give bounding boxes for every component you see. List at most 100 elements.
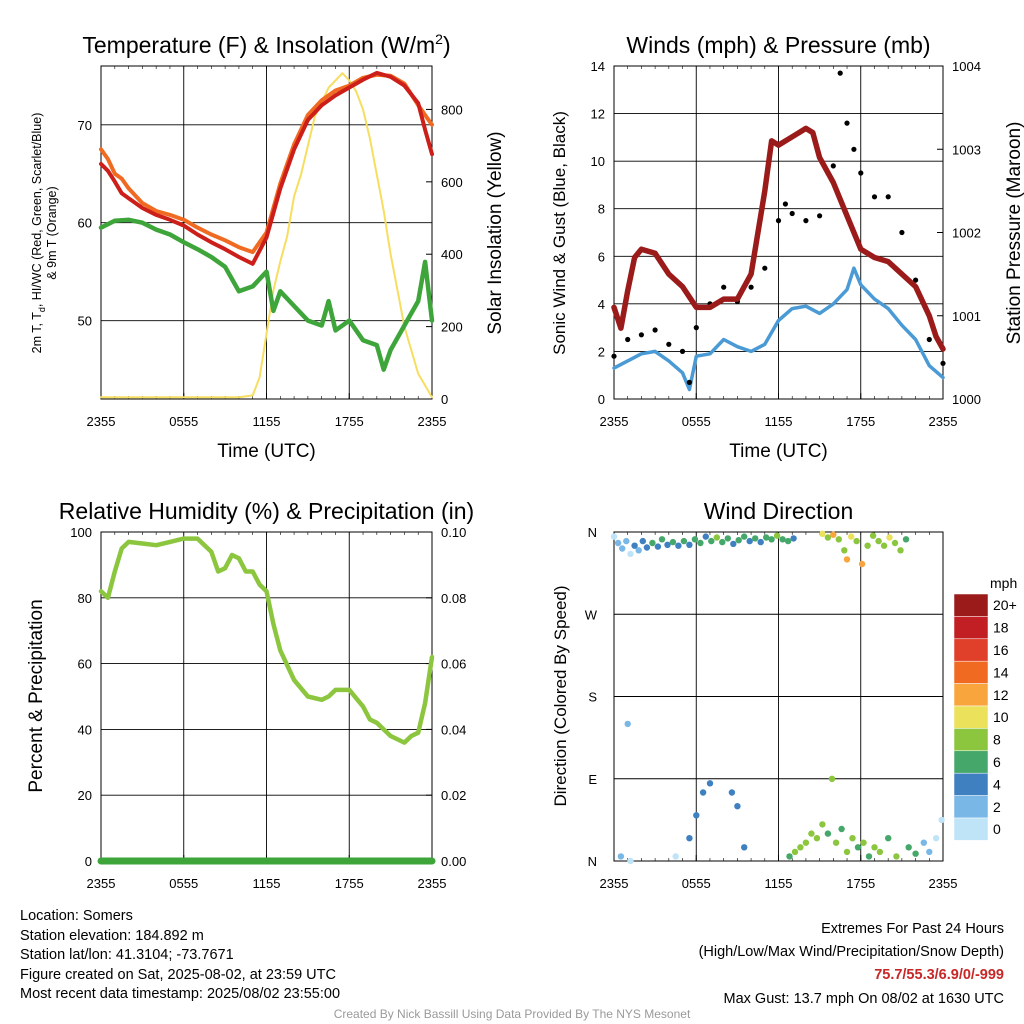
direction-point: [773, 532, 781, 539]
gust-point: [686, 379, 693, 385]
y2-tick-label: 0.04: [441, 722, 466, 737]
y2-tick-label: 0.08: [441, 591, 466, 606]
sonic-wind-line: [612, 266, 945, 392]
direction-point: [627, 550, 634, 558]
x-tick-label: 1755: [335, 876, 364, 891]
y2-tick-label: 0.00: [441, 854, 466, 869]
y-axis-label-line2: & 9m T (Orange): [45, 186, 59, 279]
y-tick-label: 4: [598, 297, 605, 312]
direction-point: [912, 850, 919, 857]
chart-title: Winds (mph) & Pressure (mb): [626, 32, 930, 58]
y2-tick-label: 0.06: [441, 657, 466, 672]
gust-point: [858, 170, 864, 176]
created-text: Figure created on Sat, 2025-08-02, at 23…: [20, 966, 336, 983]
y-tick-label: 0: [598, 392, 605, 407]
colorbar-label: 4: [993, 776, 1001, 792]
extremes-subtitle: (High/Low/Max Wind/Precipitation/Snow De…: [698, 944, 1004, 961]
y-tick-label: 14: [591, 59, 605, 74]
direction-point: [623, 537, 630, 545]
x-tick-label: 1755: [846, 876, 875, 891]
direction-point: [702, 533, 709, 540]
x-tick-label: 2355: [418, 876, 447, 891]
x-tick-label: 0555: [682, 414, 711, 429]
direction-point: [858, 560, 866, 568]
direction-point: [786, 853, 793, 860]
y-tick-label: N: [588, 854, 597, 869]
direction-point: [848, 533, 855, 540]
direction-point: [838, 825, 845, 833]
colorbar-swatch: [953, 705, 989, 729]
colorbar-label: 16: [993, 642, 1009, 658]
direction-point: [706, 780, 714, 787]
direction-point: [669, 538, 677, 546]
direction-point: [619, 545, 626, 552]
y-tick-label: S: [588, 690, 597, 705]
chart-title: Relative Humidity (%) & Precipitation (i…: [59, 498, 474, 524]
gust-point: [885, 194, 891, 200]
x-tick-label: 2355: [600, 876, 629, 891]
direction-point: [797, 844, 804, 851]
chart-title: Temperature (F) & Insolation (W/m2): [82, 31, 450, 58]
x-axis-label: Time (UTC): [217, 441, 316, 462]
y2-axis-label: Station Pressure (Maroon): [1004, 122, 1024, 345]
direction-point: [614, 539, 622, 547]
x-tick-label: 0555: [169, 414, 198, 429]
gust-point: [830, 163, 836, 169]
gust-point: [837, 70, 843, 76]
direction-point: [876, 848, 884, 856]
colorbar-label: 0: [993, 821, 1001, 837]
x-tick-label: 2355: [929, 876, 958, 891]
y-tick-label: 12: [591, 107, 605, 122]
colorbar-unit: mph: [990, 575, 1017, 591]
direction-point: [741, 844, 748, 851]
x-tick-label: 1755: [846, 414, 875, 429]
y-tick-label: 2: [598, 344, 605, 359]
temperature-insolation-chart: 2355 0555 1155 1755 2355 50 60 70 0 200 400 600 800 T…: [30, 31, 506, 462]
direction-point: [828, 775, 836, 782]
gust-point: [789, 210, 795, 217]
direction-point: [790, 535, 797, 542]
direction-point: [932, 835, 940, 842]
direction-point: [832, 839, 840, 846]
direction-point: [658, 536, 666, 543]
y2-tick-label: 1003: [952, 142, 981, 157]
direction-point: [843, 848, 851, 856]
gust-point: [679, 348, 686, 354]
elevation-text: Station elevation: 184.892 m: [20, 927, 204, 944]
insolation-line: [100, 72, 433, 399]
humidity-line: [98, 536, 435, 745]
direction-point: [627, 857, 634, 865]
y-tick-label: 6: [598, 249, 605, 264]
y-tick-label: 10: [591, 154, 605, 169]
credit-text: Created By Nick Bassill Using Data Provi…: [333, 1007, 691, 1021]
gust-point: [817, 213, 823, 219]
gust-point: [782, 201, 789, 207]
direction-point: [897, 547, 904, 554]
gust-point: [913, 277, 919, 283]
direction-point: [643, 544, 651, 551]
colorbar-swatch: [953, 616, 989, 640]
direction-point: [819, 821, 826, 828]
direction-point: [697, 539, 704, 547]
direction-point: [905, 844, 912, 851]
direction-point: [768, 536, 775, 543]
y-tick-label: W: [585, 607, 598, 622]
x-tick-label: 2355: [418, 414, 447, 429]
direction-point: [728, 789, 736, 796]
y2-tick-label: 0.10: [441, 525, 466, 540]
direction-point: [819, 530, 826, 537]
x-tick-label: 1155: [253, 414, 281, 429]
direction-point: [880, 542, 888, 549]
y2-tick-label: 800: [441, 102, 463, 117]
colorbar-swatch: [953, 772, 989, 796]
direction-point: [860, 839, 867, 846]
direction-point: [624, 720, 631, 728]
gust-point: [652, 327, 658, 333]
gust-point: [611, 353, 617, 359]
colorbar-label: 2: [993, 799, 1001, 815]
direction-point: [885, 835, 892, 842]
direction-point: [763, 534, 770, 541]
temp-2m-line: [99, 70, 434, 266]
x-tick-label: 1155: [765, 876, 793, 891]
